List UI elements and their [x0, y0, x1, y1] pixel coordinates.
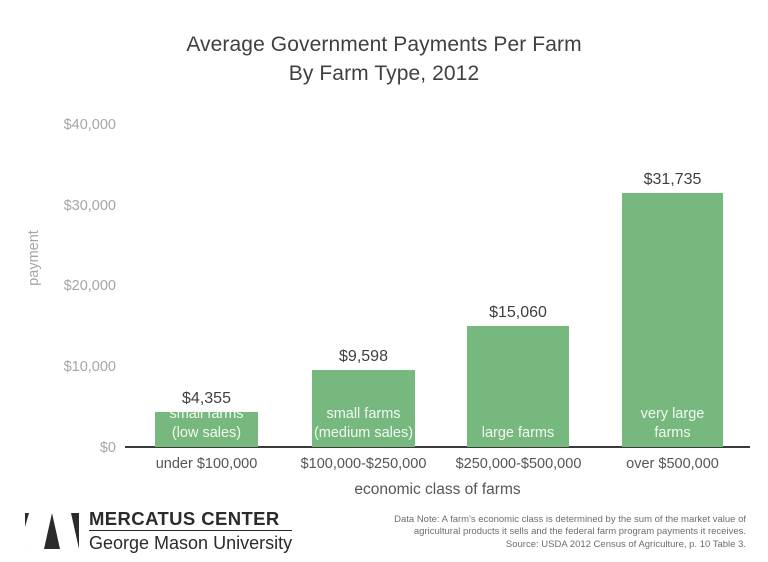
mercatus-logo-text: MERCATUS CENTER George Mason University [89, 508, 293, 554]
data-note-line-3: Source: USDA 2012 Census of Agriculture,… [505, 538, 746, 550]
bar-inner-label-4-line-2: farms [654, 425, 691, 441]
bar-value-label-2: $9,598 [339, 348, 388, 365]
mercatus-logo: MERCATUS CENTER George Mason University [24, 508, 293, 554]
mercatus-logo-mark [25, 513, 79, 549]
bar-inner-label-1-line-1: small farms [169, 406, 244, 422]
bar-value-label-1: $4,355 [182, 390, 231, 407]
x-axis-title: economic class of farms [354, 481, 521, 498]
data-note-line-1: Data Note: A farm's economic class is de… [394, 514, 746, 525]
chart-title: Average Government Payments Per Farm By … [0, 30, 768, 88]
x-tick-label-1: under $100,000 [155, 456, 258, 472]
mercatus-logo-line-1: MERCATUS CENTER [89, 508, 293, 531]
data-note: Data Note: A farm's economic class is de… [374, 514, 746, 551]
bar-inner-label-3: large farms [467, 424, 569, 443]
bar-inner-label-2-line-2: (medium sales) [313, 425, 414, 441]
bar-inner-label-2-line-1: small farms [326, 406, 401, 422]
x-axis-line [125, 446, 750, 448]
data-note-line-2: agricultural products it sells and the f… [413, 526, 746, 538]
x-tick-label-3: $250,000-$500,000 [455, 456, 582, 472]
x-tick-label-4: over $500,000 [626, 456, 719, 472]
bar-inner-label-4-line-1: very large [640, 406, 705, 422]
bar-inner-label-1: small farms (low sales) [155, 405, 258, 443]
bar-250000-500000[interactable]: large farms [467, 326, 569, 447]
y-tick-label-0: $0 [99, 440, 116, 456]
chart-title-line-1: Average Government Payments Per Farm [186, 33, 582, 56]
bar-inner-label-1-line-2: (low sales) [171, 425, 242, 441]
x-tick-label-2: $100,000-$250,000 [300, 456, 427, 472]
bar-value-label-4: $31,735 [643, 171, 702, 188]
chart-title-line-2: By Farm Type, 2012 [288, 62, 480, 85]
mercatus-logo-line-2: George Mason University [89, 533, 293, 553]
bar-inner-label-2: small farms (medium sales) [312, 405, 415, 443]
bar-value-label-3: $15,060 [489, 304, 547, 321]
bar-under-100000[interactable]: small farms (low sales) [155, 406, 258, 447]
y-tick-label-10000: $10,000 [63, 359, 116, 375]
bar-100000-250000[interactable]: small farms (medium sales) [312, 370, 415, 447]
y-tick-label-40000: $40,000 [63, 117, 116, 133]
bar-inner-label-3-line-1: large farms [481, 425, 555, 441]
y-tick-label-30000: $30,000 [63, 198, 116, 214]
bar-inner-label-4: very large farms [622, 405, 723, 443]
bar-over-500000[interactable]: very large farms [622, 193, 723, 447]
y-tick-label-20000: $20,000 [63, 278, 116, 294]
